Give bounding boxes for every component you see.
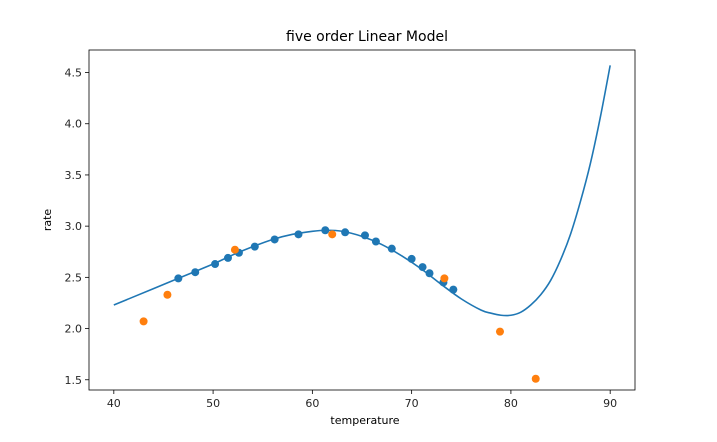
- training-point: [371, 237, 380, 246]
- training-point: [407, 254, 416, 263]
- test-point: [495, 327, 504, 336]
- x-tick-label: 70: [405, 397, 419, 410]
- x-tick-label: 90: [603, 397, 617, 410]
- axis-ticks: 40 50 60 70 80 90 1.5 2.0 2.5 3.0 3.5 4.0 4.5: [65, 67, 618, 410]
- y-tick-label: 3.5: [65, 169, 83, 182]
- training-point: [174, 274, 183, 283]
- test-point: [531, 374, 540, 383]
- x-tick-label: 80: [504, 397, 518, 410]
- training-point: [294, 230, 303, 239]
- training-point: [223, 253, 232, 262]
- plot-area: [113, 65, 611, 383]
- x-tick-label: 50: [206, 397, 220, 410]
- training-point: [270, 235, 279, 244]
- training-point: [360, 231, 369, 240]
- test-point: [328, 230, 337, 239]
- x-tick-label: 60: [305, 397, 319, 410]
- training-point: [321, 226, 330, 235]
- x-axis-label: temperature: [330, 414, 399, 427]
- y-tick-label: 2.5: [65, 271, 83, 284]
- y-tick-label: 4.0: [65, 118, 83, 131]
- x-tick-label: 40: [107, 397, 121, 410]
- training-point: [341, 228, 350, 237]
- training-point: [191, 268, 200, 277]
- test-point: [139, 317, 148, 326]
- plot-frame: [88, 49, 636, 391]
- y-axis-label: rate: [41, 209, 54, 232]
- training-point: [250, 242, 259, 251]
- y-tick-label: 3.0: [65, 220, 83, 233]
- training-point: [449, 285, 458, 294]
- chart-title: five order Linear Model: [286, 29, 448, 45]
- y-tick-label: 4.5: [65, 67, 83, 80]
- training-point: [418, 263, 427, 272]
- test-point: [230, 245, 239, 254]
- test-point: [163, 290, 172, 299]
- training-point: [425, 269, 434, 278]
- y-tick-label: 2.0: [65, 323, 83, 336]
- training-point: [387, 244, 396, 253]
- y-tick-label: 1.5: [65, 374, 83, 387]
- training-point: [211, 260, 220, 269]
- test-point: [440, 274, 449, 283]
